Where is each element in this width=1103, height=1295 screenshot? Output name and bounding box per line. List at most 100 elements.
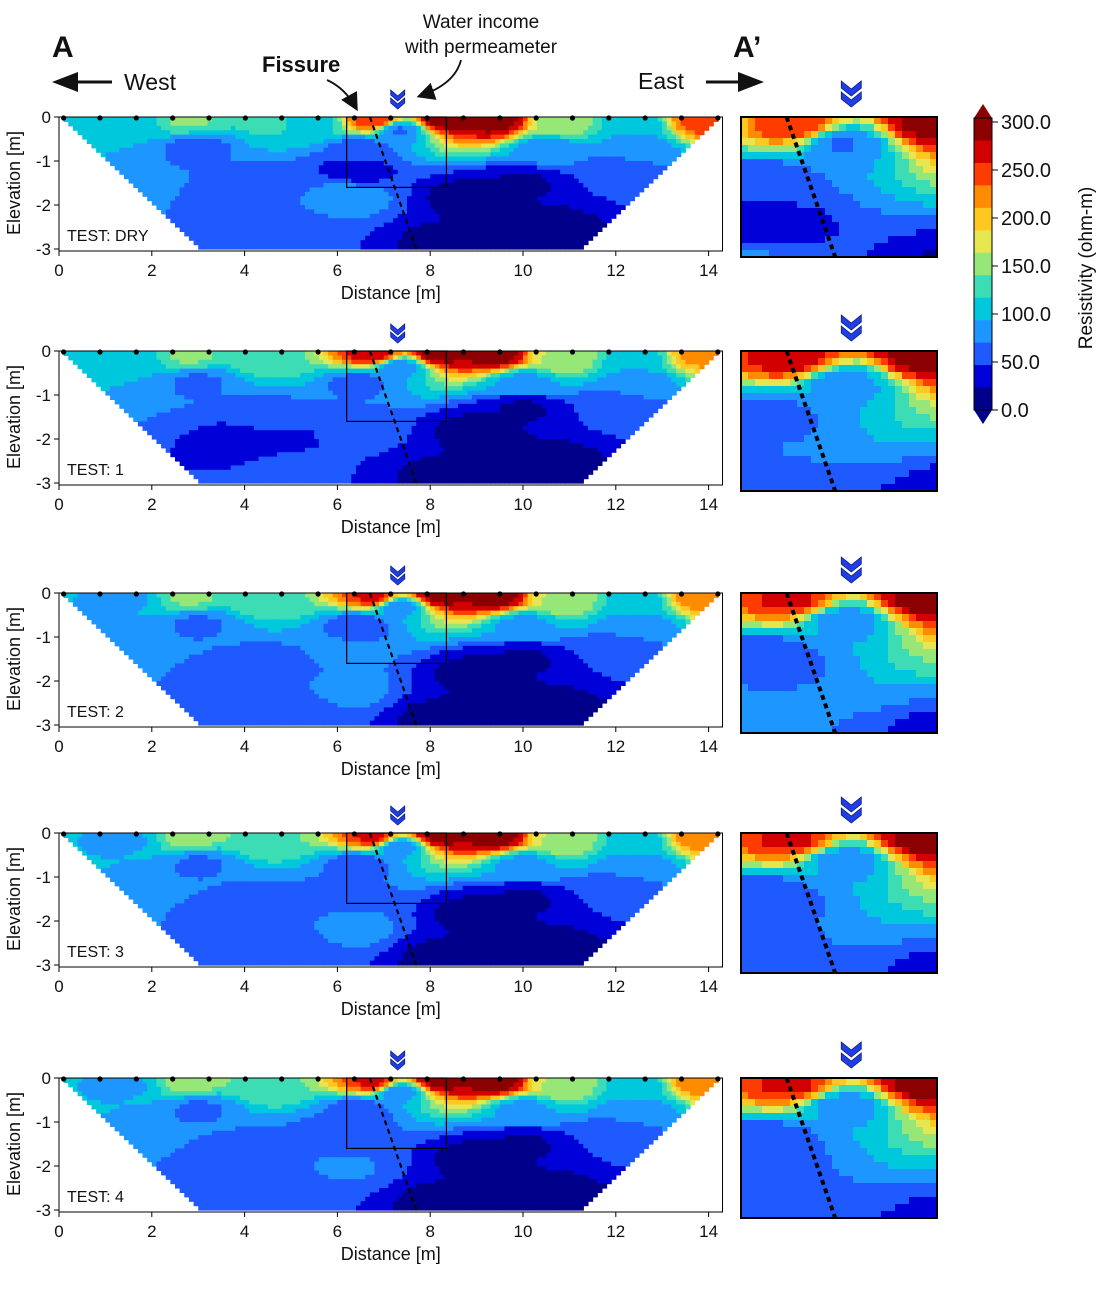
heatmap-cell <box>518 183 523 188</box>
heatmap-cell <box>583 135 588 140</box>
heatmap-cell <box>277 126 282 131</box>
heatmap-cell <box>310 170 315 175</box>
heatmap-cell <box>620 205 625 210</box>
heatmap-cell <box>156 369 161 374</box>
heatmap-cell <box>560 223 565 228</box>
heatmap-cell <box>514 139 519 144</box>
heatmap-cell <box>78 355 83 360</box>
heatmap-cell <box>542 135 547 140</box>
heatmap-cell <box>217 391 222 396</box>
heatmap-cell <box>537 236 542 241</box>
heatmap-cell <box>217 448 222 453</box>
heatmap-cell <box>528 117 533 122</box>
heatmap-cell <box>198 408 203 413</box>
inset-cell <box>881 131 889 139</box>
heatmap-cell <box>551 231 556 236</box>
heatmap-cell <box>194 135 199 140</box>
heatmap-cell <box>532 174 537 179</box>
inset-cell <box>762 131 770 139</box>
heatmap-cell <box>593 214 598 219</box>
heatmap-cell <box>310 143 315 148</box>
heatmap-cell <box>166 369 171 374</box>
inset-cell <box>755 138 763 146</box>
heatmap-cell <box>579 121 584 126</box>
heatmap-cell <box>203 369 208 374</box>
heatmap-cell <box>254 152 259 157</box>
heatmap-cell <box>235 231 240 236</box>
heatmap-cell <box>235 174 240 179</box>
heatmap-cell <box>226 395 231 400</box>
heatmap-cell <box>152 161 157 166</box>
inset-cell <box>797 180 805 188</box>
heatmap-cell <box>156 355 161 360</box>
heatmap-cell <box>560 161 565 166</box>
heatmap-cell <box>421 135 426 140</box>
heatmap-cell <box>607 152 612 157</box>
heatmap-cell <box>472 117 477 122</box>
inset-cell <box>888 180 896 188</box>
heatmap-cell <box>249 135 254 140</box>
heatmap-cell <box>68 121 73 126</box>
heatmap-cell <box>671 139 676 144</box>
heatmap-cell <box>282 121 287 126</box>
heatmap-cell <box>458 143 463 148</box>
heatmap-cell <box>254 448 259 453</box>
heatmap-cell <box>124 130 129 135</box>
heatmap-cell <box>583 174 588 179</box>
heatmap-cell <box>569 214 574 219</box>
heatmap-cell <box>467 227 472 232</box>
heatmap-cell <box>296 209 301 214</box>
heatmap-cell <box>467 126 472 131</box>
inset-cell <box>902 194 910 202</box>
heatmap-cell <box>249 351 254 356</box>
heatmap-cell <box>477 214 482 219</box>
heatmap-cell <box>644 174 649 179</box>
heatmap-cell <box>630 121 635 126</box>
heatmap-cell <box>310 227 315 232</box>
heatmap-cell <box>300 223 305 228</box>
heatmap-cell <box>194 439 199 444</box>
inset-cell <box>874 145 882 153</box>
heatmap-cell <box>133 165 138 170</box>
inset-cell <box>923 173 931 181</box>
heatmap-cell <box>426 205 431 210</box>
heatmap-cell <box>226 218 231 223</box>
heatmap-cell <box>351 209 356 214</box>
heatmap-cell <box>189 170 194 175</box>
heatmap-cell <box>143 179 148 184</box>
heatmap-cell <box>198 143 203 148</box>
heatmap-cell <box>310 121 315 126</box>
heatmap-cell <box>481 231 486 236</box>
inset-cell <box>741 152 749 160</box>
heatmap-cell <box>551 121 556 126</box>
heatmap-cell <box>347 214 352 219</box>
heatmap-cell <box>166 360 171 365</box>
heatmap-cell <box>671 152 676 157</box>
heatmap-cell <box>574 130 579 135</box>
heatmap-cell <box>648 143 653 148</box>
heatmap-cell <box>184 448 189 453</box>
heatmap-cell <box>133 179 138 184</box>
colorbar-swatch <box>974 230 992 253</box>
inset-cell <box>923 215 931 223</box>
heatmap-cell <box>388 218 393 223</box>
heatmap-cell <box>166 413 171 418</box>
heatmap-cell <box>282 205 287 210</box>
heatmap-cell <box>644 148 649 153</box>
heatmap-cell <box>268 157 273 162</box>
heatmap-cell <box>133 161 138 166</box>
heatmap-cell <box>583 148 588 153</box>
heatmap-cell <box>565 161 570 166</box>
heatmap-cell <box>546 179 551 184</box>
heatmap-cell <box>203 421 208 426</box>
heatmap-cell <box>254 391 259 396</box>
inset-cell <box>895 131 903 139</box>
inset-cell <box>860 117 868 125</box>
heatmap-cell <box>156 395 161 400</box>
inset-cell <box>783 243 791 251</box>
heatmap-cell <box>523 183 528 188</box>
heatmap-cell <box>221 192 226 197</box>
heatmap-cell <box>221 413 226 418</box>
heatmap-cell <box>593 218 598 223</box>
heatmap-cell <box>463 161 468 166</box>
